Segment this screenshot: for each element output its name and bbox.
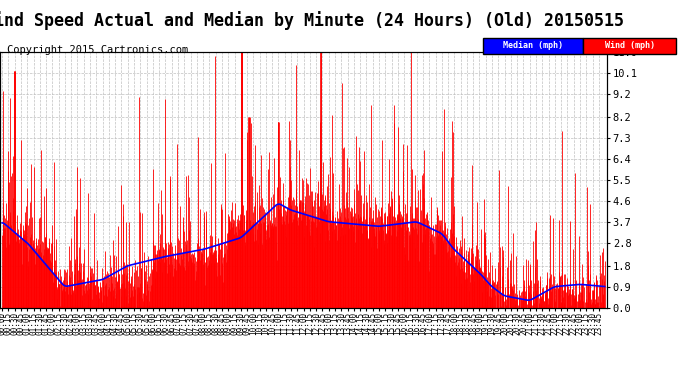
Text: Wind Speed Actual and Median by Minute (24 Hours) (Old) 20150515: Wind Speed Actual and Median by Minute (…	[0, 11, 624, 30]
FancyBboxPatch shape	[584, 38, 676, 54]
Text: Median (mph): Median (mph)	[503, 42, 563, 51]
FancyBboxPatch shape	[483, 38, 584, 54]
Text: Wind (mph): Wind (mph)	[605, 42, 655, 51]
Text: Copyright 2015 Cartronics.com: Copyright 2015 Cartronics.com	[7, 45, 188, 55]
